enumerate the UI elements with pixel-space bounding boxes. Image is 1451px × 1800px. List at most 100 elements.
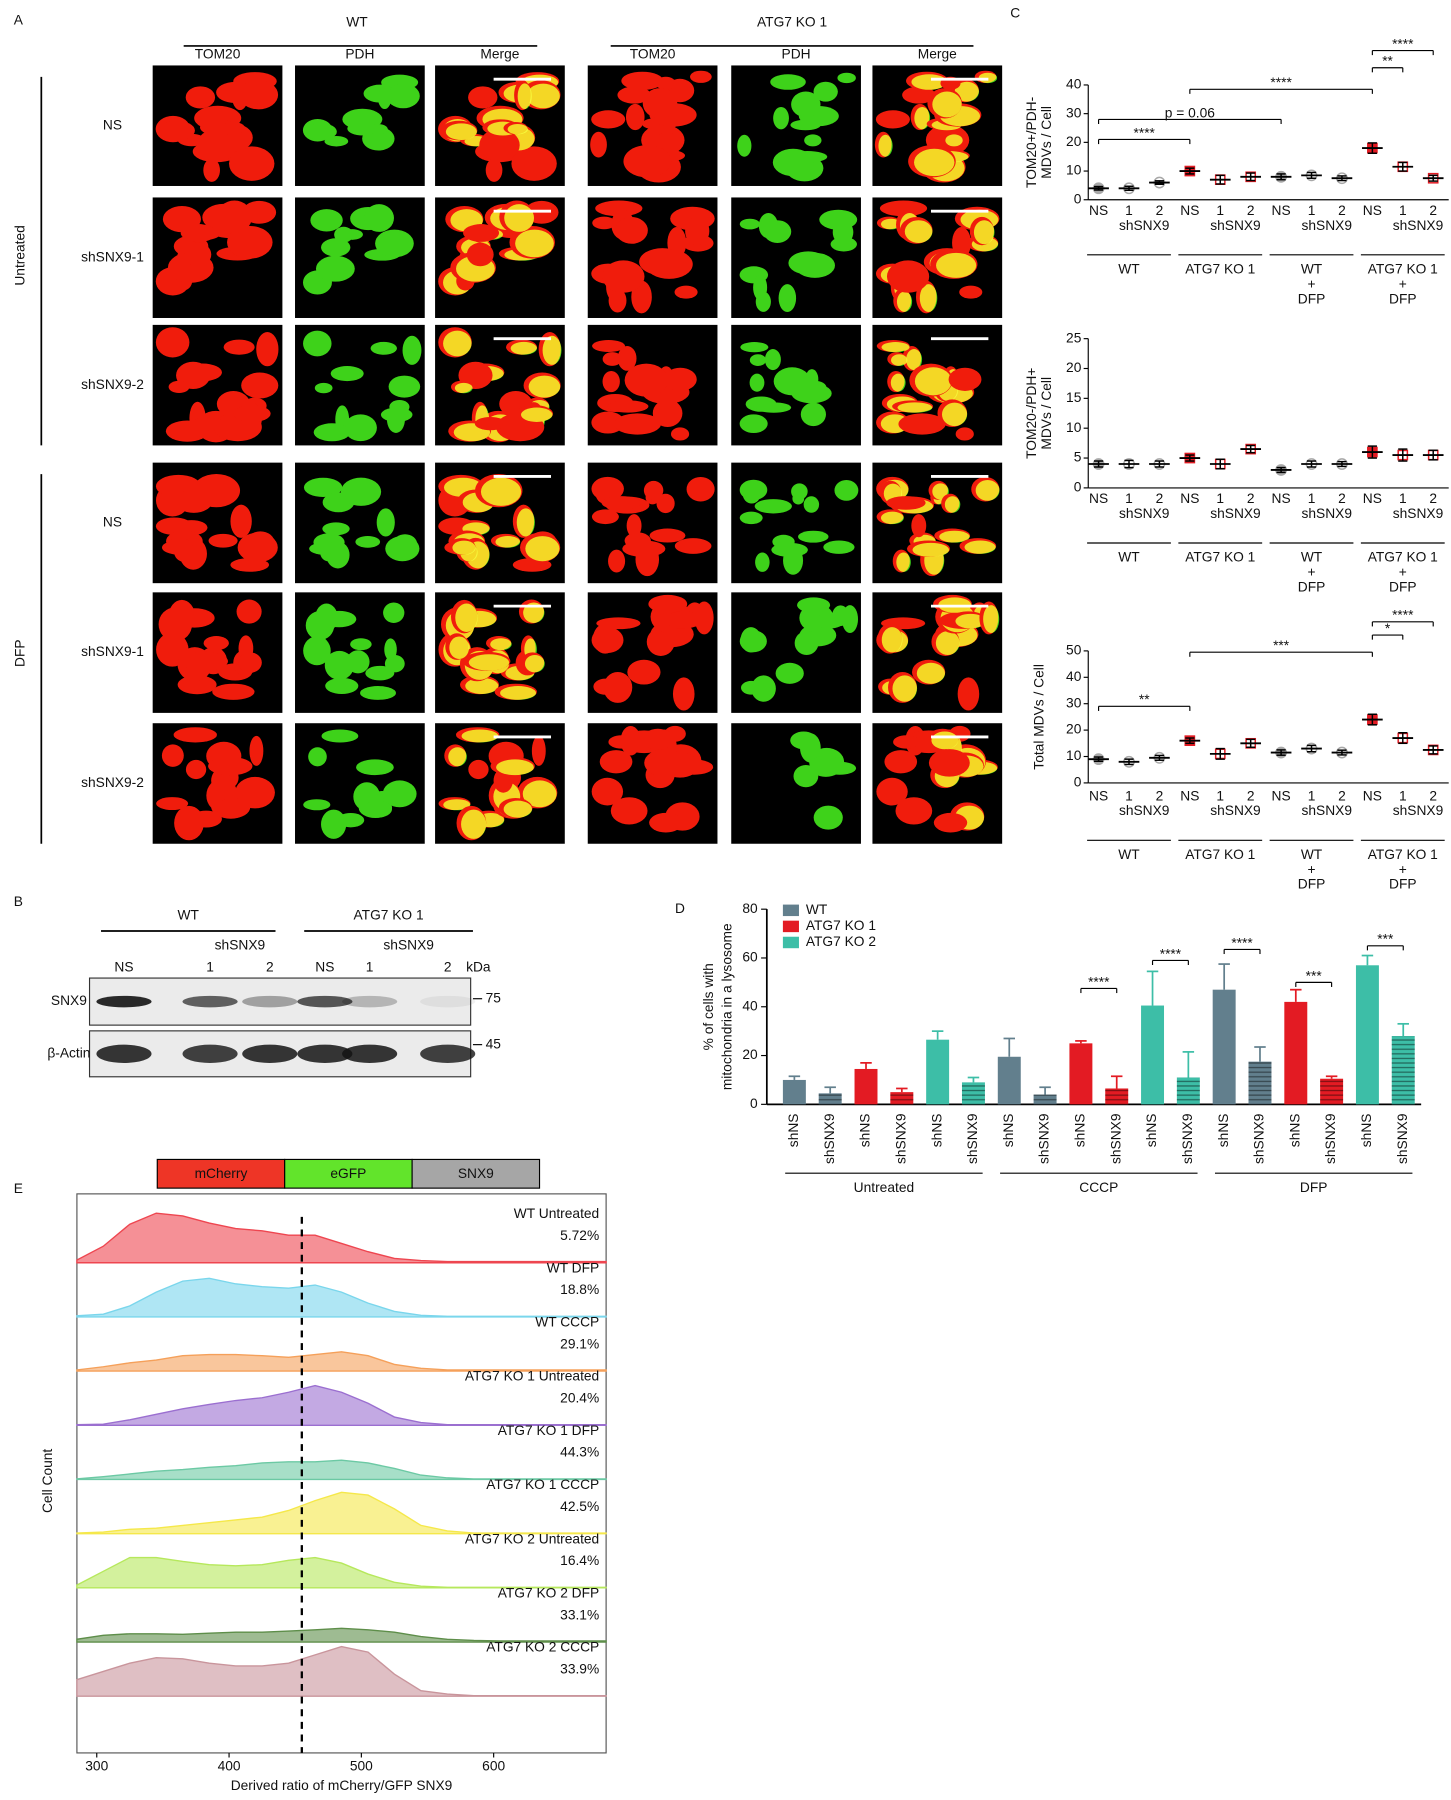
x-tick-label: 1 xyxy=(1216,788,1224,803)
x-tick-label: shSNX9 xyxy=(1180,1114,1195,1164)
green-signal xyxy=(794,631,819,655)
green-signal xyxy=(941,402,968,427)
micrograph xyxy=(435,324,565,446)
green-signal xyxy=(800,402,826,427)
red-signal xyxy=(485,158,503,182)
key-label: SNX9 xyxy=(458,1166,494,1181)
green-signal xyxy=(737,134,752,157)
panel-label: C xyxy=(1010,5,1020,20)
green-signal xyxy=(360,686,397,700)
green-signal xyxy=(914,106,931,130)
y-tick-label: 20 xyxy=(1066,722,1082,737)
significance-label: **** xyxy=(1392,36,1414,51)
y-tick-label: 0 xyxy=(1074,775,1082,790)
significance-label: ** xyxy=(1382,54,1393,69)
x-tick-label: 1 xyxy=(1125,788,1133,803)
green-signal xyxy=(798,530,829,543)
group-label: DFP xyxy=(1298,877,1326,892)
x-tick-label: 1 xyxy=(1399,788,1407,803)
y-axis-label: mitochondria in a lysosome xyxy=(719,923,734,1090)
x-tick-label: NS xyxy=(1180,491,1199,506)
green-signal xyxy=(515,229,554,258)
row-label: NS xyxy=(103,117,122,132)
green-signal xyxy=(448,747,467,767)
y-axis-label: TOM20-/PDH+ xyxy=(1024,368,1039,459)
green-signal xyxy=(906,349,923,371)
green-signal xyxy=(878,134,893,157)
y-tick-label: 40 xyxy=(1066,669,1082,684)
green-signal xyxy=(542,335,562,365)
green-signal xyxy=(465,677,499,694)
y-tick-label: 0 xyxy=(750,1096,758,1111)
gate-percent: 18.8% xyxy=(560,1282,599,1297)
red-signal xyxy=(646,627,675,656)
green-signal xyxy=(310,209,343,232)
red-signal xyxy=(652,399,683,428)
green-signal xyxy=(897,402,933,413)
channel-label: PDH xyxy=(345,47,374,62)
key-label: eGFP xyxy=(330,1166,366,1181)
red-signal xyxy=(627,659,661,685)
red-signal xyxy=(625,103,645,131)
group-label: DFP xyxy=(1389,291,1417,306)
green-signal xyxy=(832,220,854,245)
red-signal xyxy=(599,750,633,774)
red-signal xyxy=(622,540,666,558)
band xyxy=(342,1044,398,1064)
channel-label: TOM20 xyxy=(630,47,676,62)
micrograph xyxy=(731,65,861,186)
bar xyxy=(1212,989,1236,1105)
green-signal xyxy=(384,655,405,673)
green-signal xyxy=(975,479,1000,501)
x-sublabel: shSNX9 xyxy=(1119,218,1170,233)
x-tick-label: NS xyxy=(1363,203,1382,218)
group-label: DFP xyxy=(1389,579,1417,594)
red-signal xyxy=(617,86,651,104)
band xyxy=(96,1044,152,1064)
green-signal xyxy=(804,134,822,147)
density-area xyxy=(76,1351,607,1372)
green-signal xyxy=(452,540,476,555)
band xyxy=(297,995,353,1008)
group-label: DFP xyxy=(1298,291,1326,306)
green-signal xyxy=(954,81,980,102)
x-tick-label: NS xyxy=(1180,203,1199,218)
x-tick-label: 1 xyxy=(1125,203,1133,218)
band xyxy=(297,1044,353,1064)
y-tick-label: 10 xyxy=(1066,420,1082,435)
green-signal xyxy=(455,603,478,632)
x-tick-label: shSNX9 xyxy=(965,1114,980,1164)
series-label: ATG7 KO 1 DFP xyxy=(498,1423,599,1438)
micrograph xyxy=(435,197,565,318)
condition-label: WT xyxy=(178,908,200,923)
green-signal xyxy=(355,536,381,548)
gate-percent: 44.3% xyxy=(560,1445,599,1460)
y-tick-label: 50 xyxy=(1066,643,1082,658)
y-tick-label: 60 xyxy=(742,950,758,965)
green-signal xyxy=(932,483,949,500)
bar-hatch xyxy=(1033,1094,1057,1105)
red-signal xyxy=(463,224,500,242)
green-signal xyxy=(344,414,377,442)
green-signal xyxy=(814,613,845,629)
red-signal xyxy=(623,145,672,178)
green-signal xyxy=(791,91,821,118)
y-tick-label: 40 xyxy=(1066,77,1082,92)
row-label: shSNX9-1 xyxy=(81,644,144,659)
red-signal xyxy=(591,777,624,806)
y-axis-label: % of cells with xyxy=(701,963,716,1050)
red-signal xyxy=(948,367,982,391)
red-signal xyxy=(203,636,229,651)
micrograph xyxy=(295,324,425,446)
group-label: Untreated xyxy=(854,1180,914,1195)
micrograph xyxy=(731,592,861,713)
x-tick-label: NS xyxy=(1272,788,1291,803)
channel-label: Merge xyxy=(480,47,519,62)
group-label: WT xyxy=(1301,847,1323,862)
red-signal xyxy=(674,538,712,554)
red-signal xyxy=(231,79,249,111)
green-signal xyxy=(896,552,911,572)
group-label: WT xyxy=(1301,261,1323,276)
green-signal xyxy=(308,747,327,767)
red-signal xyxy=(957,677,980,711)
